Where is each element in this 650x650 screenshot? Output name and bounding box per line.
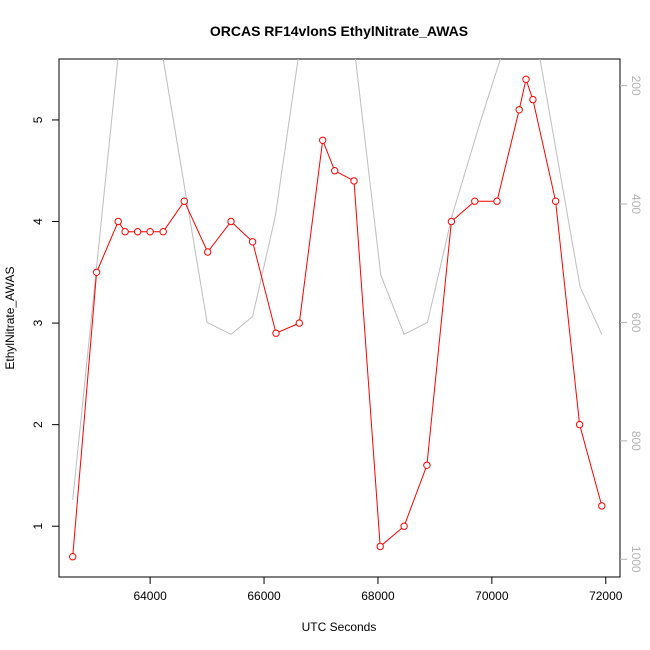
data-point xyxy=(598,502,606,510)
y2-tick-label: 600 xyxy=(629,312,643,332)
secondary-series-line xyxy=(72,59,603,501)
x-tick-label: 70000 xyxy=(475,589,509,603)
y2-axis: 200 400 600 800 1000 xyxy=(620,76,643,573)
data-point xyxy=(204,248,212,256)
x-tick-label: 68000 xyxy=(361,589,395,603)
primary-series xyxy=(69,75,606,561)
data-point xyxy=(350,177,358,185)
data-point xyxy=(272,329,280,337)
x-tick-label: 64000 xyxy=(133,589,167,603)
primary-series-line xyxy=(72,77,603,557)
data-point xyxy=(471,197,479,205)
data-point xyxy=(447,217,456,226)
data-point xyxy=(331,167,339,175)
y-tick-label: 1 xyxy=(31,523,45,530)
data-point xyxy=(92,268,101,276)
data-point xyxy=(295,319,303,327)
data-point xyxy=(159,228,167,236)
data-point xyxy=(575,420,584,429)
y2-tick-label: 800 xyxy=(629,431,643,451)
secondary-series xyxy=(72,59,603,501)
data-point xyxy=(423,461,431,469)
data-point xyxy=(493,197,501,205)
y2-tick-label: 400 xyxy=(629,194,643,214)
y-tick-label: 5 xyxy=(31,116,45,123)
data-point xyxy=(180,197,189,205)
x-axis-label: UTC Seconds xyxy=(302,620,377,634)
y-tick-label: 4 xyxy=(31,218,45,225)
plot-frame xyxy=(58,58,621,578)
y2-tick-label: 1000 xyxy=(629,546,643,573)
y-axis: 1 2 3 4 5 xyxy=(31,116,59,530)
x-tick-label: 66000 xyxy=(247,589,281,603)
data-point xyxy=(227,217,235,226)
data-point xyxy=(146,228,154,236)
data-point xyxy=(522,75,530,84)
y-tick-label: 3 xyxy=(31,319,45,326)
y-tick-label: 2 xyxy=(31,421,45,428)
y2-tick-label: 200 xyxy=(629,76,643,96)
data-point xyxy=(551,197,560,205)
data-point xyxy=(319,136,327,145)
x-axis: 64000 66000 68000 70000 72000 xyxy=(133,577,623,603)
data-point xyxy=(400,522,408,530)
data-point xyxy=(133,228,142,236)
data-point xyxy=(529,95,537,104)
data-point xyxy=(376,542,384,551)
data-point xyxy=(69,553,77,561)
chart-title: ORCAS RF14vlonS EthylNitrate_AWAS xyxy=(210,23,468,39)
y-axis-label: EthylNitrate_AWAS xyxy=(3,266,17,369)
data-point xyxy=(114,217,122,226)
data-point xyxy=(515,106,523,114)
data-point xyxy=(121,228,129,236)
data-point xyxy=(248,238,257,246)
x-tick-label: 72000 xyxy=(589,589,623,603)
